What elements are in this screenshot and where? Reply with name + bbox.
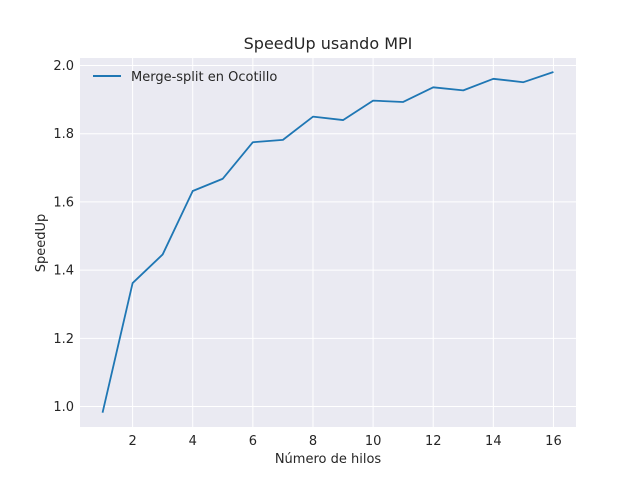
y-tick-label: 1.0 — [53, 400, 74, 415]
chart-title: SpeedUp usando MPI — [244, 34, 413, 53]
x-tick-label: 4 — [189, 434, 197, 449]
y-tick-label: 2.0 — [53, 59, 74, 74]
x-axis-ticks: 2 4 6 8 10 12 14 16 — [128, 434, 561, 449]
x-tick-label: 6 — [249, 434, 257, 449]
plot-area — [80, 58, 576, 427]
legend-label: Merge-split en Ocotillo — [131, 70, 277, 85]
x-tick-label: 16 — [545, 434, 562, 449]
x-tick-label: 8 — [309, 434, 317, 449]
x-tick-label: 10 — [365, 434, 382, 449]
y-axis-label: SpeedUp — [34, 214, 49, 273]
series-lines — [101, 71, 554, 413]
y-axis-ticks: 1.0 1.2 1.4 1.6 1.8 2.0 — [53, 59, 74, 415]
grid-lines — [80, 58, 576, 427]
x-axis-label: Número de hilos — [275, 452, 382, 467]
y-tick-label: 1.6 — [53, 195, 74, 210]
y-tick-label: 1.4 — [53, 264, 74, 279]
y-tick-label: 1.8 — [53, 127, 74, 142]
y-tick-label: 1.2 — [53, 332, 74, 347]
x-tick-label: 2 — [128, 434, 136, 449]
series-line — [101, 71, 554, 413]
x-tick-label: 12 — [425, 434, 442, 449]
x-tick-label: 14 — [485, 434, 502, 449]
legend: Merge-split en Ocotillo — [93, 70, 277, 85]
